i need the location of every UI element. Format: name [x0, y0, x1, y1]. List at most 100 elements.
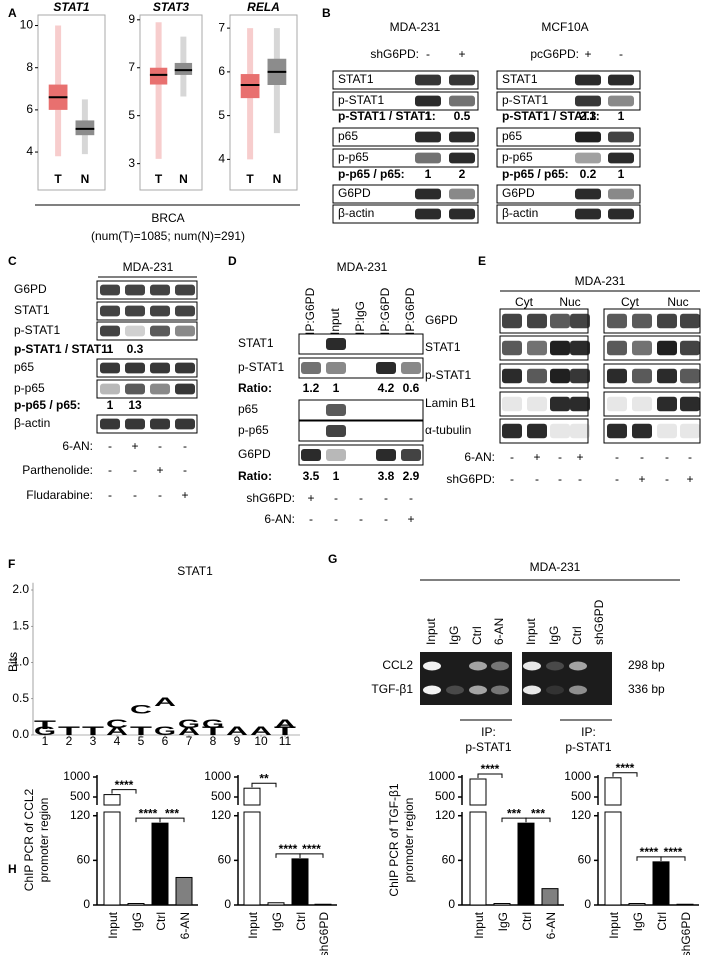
blot-band — [150, 383, 170, 395]
significance-label: *** — [165, 806, 179, 820]
x-tick-label: 2 — [66, 734, 73, 748]
gel-band — [423, 685, 441, 695]
significance-label: **** — [481, 762, 500, 776]
x-tick-label: Ctrl — [520, 912, 534, 931]
y-axis-label: ChIP PCR of CCL2 — [22, 788, 36, 891]
y-tick-label: 7 — [218, 20, 225, 34]
treatment-label: Parthenolide: — [22, 463, 93, 477]
bar — [127, 903, 145, 906]
treatment-sign: - — [615, 472, 619, 486]
significance-bracket — [612, 772, 638, 777]
blot-band — [175, 305, 195, 317]
ratio-label: p-p65 / p65: — [502, 167, 569, 181]
treatment-sign: - — [108, 488, 112, 502]
ip-antibody: p-STAT1 — [565, 740, 612, 754]
ratio-value: 1.2 — [303, 381, 320, 395]
x-tick-label: 8 — [210, 734, 217, 748]
y-tick-label: 6 — [26, 102, 33, 116]
row-label: G6PD — [338, 186, 371, 200]
treatment-sign: + — [181, 488, 188, 502]
blot-band — [376, 449, 396, 461]
row-label: β-actin — [502, 206, 538, 220]
blot-band — [326, 449, 346, 461]
logo-letter: T — [58, 724, 82, 738]
treatment-sign: - — [133, 463, 137, 477]
y-tick-label: 10 — [20, 18, 34, 32]
bar — [604, 777, 622, 806]
blot-frame — [496, 91, 641, 111]
ratio-label: p-STAT1 / STAT1: — [14, 342, 112, 356]
y-tick-label: 0 — [83, 897, 90, 911]
y-tick-label: 7 — [128, 60, 135, 74]
x-tick-label: 10 — [254, 734, 268, 748]
blot-band — [502, 313, 522, 329]
treatment-sign: - — [615, 450, 619, 464]
ratio-value: 1 — [333, 469, 340, 483]
logo-letter: A — [106, 724, 129, 738]
blot-band — [449, 95, 475, 107]
y-tick-label: 1000 — [428, 769, 455, 783]
treatment-sign: - — [334, 491, 338, 505]
blot-band — [150, 284, 170, 296]
logo-letter: C — [106, 717, 129, 731]
bar — [652, 861, 670, 906]
ip-antibody: p-STAT1 — [465, 740, 512, 754]
ratio-value: 3.5 — [303, 469, 320, 483]
y-tick-label: 5 — [218, 108, 225, 122]
blot-band — [575, 152, 601, 164]
treatment-sign: - — [409, 491, 413, 505]
blot-band — [570, 313, 590, 329]
panel-letter: D — [228, 254, 237, 268]
significance-bracket — [251, 782, 277, 788]
blot-band — [100, 418, 120, 430]
row-label: p65 — [338, 129, 358, 143]
y-tick-label: 0 — [448, 897, 455, 911]
bar — [676, 903, 694, 906]
x-tick-label: 6-AN — [178, 912, 192, 939]
blot-band — [125, 418, 145, 430]
treatment-sign: - — [578, 472, 582, 486]
blot-band — [608, 131, 634, 143]
box — [75, 120, 95, 136]
ratio-label: Ratio: — [238, 469, 272, 483]
x-tick-label: 7 — [186, 734, 193, 748]
blot-band — [550, 423, 570, 439]
blot-band — [175, 325, 195, 337]
blot-band — [632, 313, 652, 329]
row-label: p65 — [502, 129, 522, 143]
blot-frame — [332, 204, 479, 224]
blot-frame — [496, 148, 641, 168]
treatment-sign: - — [334, 512, 338, 526]
blot-band — [657, 396, 677, 412]
blot-band — [150, 305, 170, 317]
logo-letter: T — [274, 724, 298, 738]
blot-band — [657, 313, 677, 329]
bar — [103, 811, 121, 906]
logo-title: STAT1 — [177, 564, 213, 578]
blot-band — [607, 368, 627, 384]
blot-frame — [298, 333, 424, 355]
ratio-value: 3.8 — [378, 469, 395, 483]
treatment-sign: - — [133, 488, 137, 502]
x-tick-label: Input — [472, 911, 486, 938]
y-tick-label: 2.0 — [12, 582, 29, 596]
x-tick-label: IgG — [631, 912, 645, 931]
treatment-sign: - — [510, 450, 514, 464]
row-label: β-actin — [14, 416, 50, 430]
y-tick-label: 8 — [26, 60, 33, 74]
blot-band — [125, 284, 145, 296]
row-label: α-tubulin — [425, 423, 471, 437]
blot-frame — [332, 184, 479, 204]
target-size: 298 bp — [628, 658, 665, 672]
lane-label: Ctrl — [470, 626, 484, 645]
row-label: p65 — [14, 360, 34, 374]
treatment-label: 6-AN: — [62, 439, 93, 453]
cell-line: MDA-231 — [575, 274, 626, 288]
blot-band — [680, 423, 700, 439]
blot-band — [449, 208, 475, 220]
panel-letter: A — [8, 6, 17, 20]
ratio-value: 2.9 — [403, 469, 420, 483]
significance-bracket — [111, 789, 137, 794]
row-label: G6PD — [425, 313, 458, 327]
blot-band — [550, 340, 570, 356]
